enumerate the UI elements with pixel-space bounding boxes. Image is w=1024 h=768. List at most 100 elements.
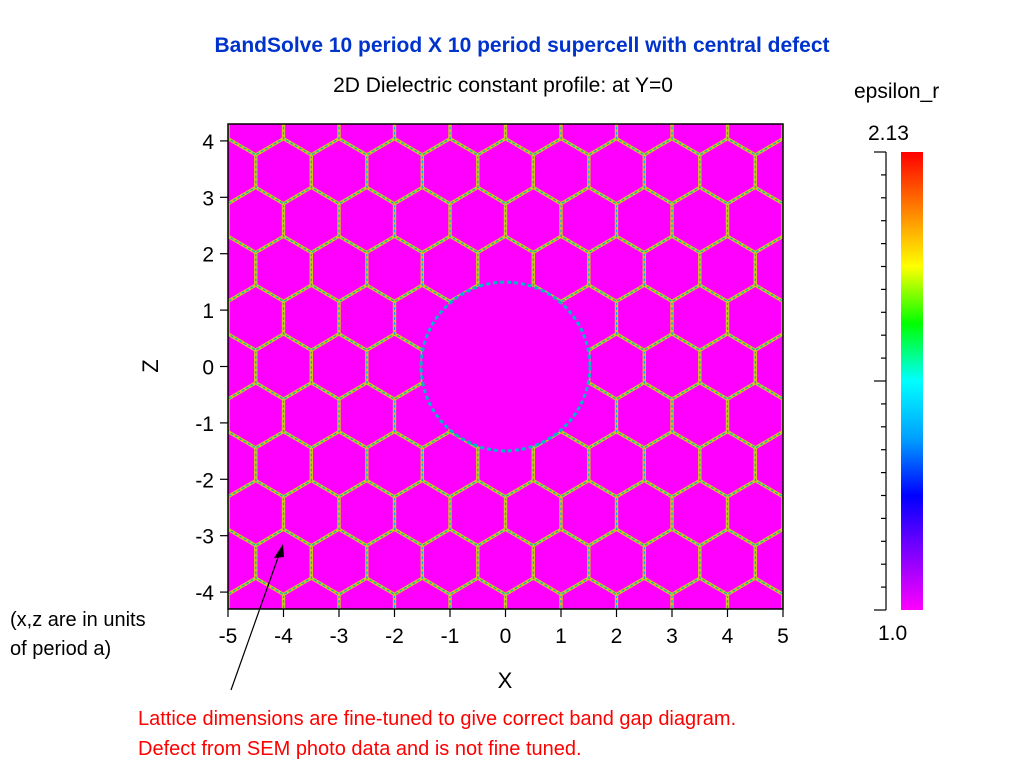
lattice-cell <box>89 529 145 594</box>
lattice-cell <box>89 725 145 768</box>
lattice-cell <box>755 0 811 8</box>
lattice-cell-edge <box>561 0 617 57</box>
colorbar-min-label: 1.0 <box>878 622 907 645</box>
y-tick-label: -1 <box>195 413 214 436</box>
lattice-cell <box>783 0 839 57</box>
x-tick-label: 1 <box>555 625 567 648</box>
lattice-cell <box>589 41 645 106</box>
lattice-cell <box>450 0 506 57</box>
lattice-cell <box>506 0 562 57</box>
lattice-cell-edge <box>533 41 589 106</box>
lattice-cell <box>894 0 950 57</box>
lattice-cell <box>339 0 395 57</box>
lattice-cell-edge <box>506 0 562 57</box>
lattice-cell-edge <box>839 0 895 57</box>
lattice-cell-edge <box>228 202 229 238</box>
lattice-cell-edge <box>754 528 783 596</box>
lattice-cell-edge <box>284 0 340 57</box>
lattice-cell-edge <box>644 41 700 106</box>
y-tick-label: -4 <box>195 582 214 605</box>
lattice-cell-edge <box>117 383 173 448</box>
lattice-cell-edge <box>894 0 950 57</box>
lattice-note: Lattice dimensions are fine-tuned to giv… <box>138 704 736 764</box>
lattice-cell <box>228 124 230 141</box>
lattice-cell-edge <box>422 41 478 106</box>
lattice-cell <box>811 725 867 768</box>
lattice-cell-edge <box>617 0 673 57</box>
lattice-cell-edge <box>783 0 839 57</box>
lattice-cell <box>478 0 534 8</box>
lattice-cell <box>755 725 811 768</box>
lattice-cell-edge <box>117 0 173 57</box>
lattice-cell <box>256 0 311 8</box>
y-tick-label: 4 <box>202 131 214 154</box>
units-note-line2: of period a) <box>10 638 112 660</box>
lattice-cell <box>894 676 950 741</box>
lattice-cell-edge <box>811 529 867 594</box>
lattice-cell <box>781 494 783 532</box>
lattice-cell-edge <box>89 432 145 497</box>
lattice-cell <box>589 0 645 8</box>
lattice-note-line1: Lattice dimensions are fine-tuned to giv… <box>138 708 737 730</box>
lattice-cell-edge <box>478 41 534 106</box>
colorbar-label: epsilon_r <box>854 80 940 103</box>
lattice-cell <box>783 676 839 741</box>
x-tick-label: -4 <box>274 625 293 648</box>
y-tick-label: -2 <box>195 469 214 492</box>
lattice-cell-edge <box>89 41 145 106</box>
lattice-cell <box>145 236 201 301</box>
lattice-cell-edge <box>145 41 201 106</box>
lattice-cell-edge <box>145 432 201 497</box>
lattice-cell <box>89 0 145 8</box>
lattice-cell <box>811 529 867 594</box>
lattice-cell-edge <box>754 235 783 303</box>
lattice-cell <box>781 124 783 141</box>
lattice-cell-edge <box>367 0 423 8</box>
lattice-cell <box>145 432 201 497</box>
lattice-cell <box>811 334 867 399</box>
lattice-cell-edge <box>728 0 784 57</box>
lattice-cell <box>811 236 867 301</box>
central-defect <box>419 280 592 453</box>
lattice-cell-edge <box>839 676 895 741</box>
lattice-cell-edge <box>145 139 201 204</box>
lattice-cell <box>367 41 423 106</box>
lattice-cell-edge <box>700 0 756 8</box>
colorbar-gradient <box>901 152 923 610</box>
lattice-cell-edge <box>395 0 451 57</box>
lattice-cell-edge <box>145 529 201 594</box>
lattice-cell <box>117 285 173 350</box>
lattice-cell-edge <box>755 41 811 106</box>
lattice-cell <box>811 627 867 692</box>
lattice-cell <box>617 0 673 57</box>
lattice-cell-edge <box>782 398 783 433</box>
lattice-cell <box>145 0 201 8</box>
lattice-cell-edge <box>339 0 395 57</box>
lattice-cell-edge <box>755 0 811 8</box>
x-tick-label: 4 <box>722 625 734 648</box>
lattice-cell-edge <box>311 0 367 8</box>
lattice-cell <box>781 592 783 609</box>
lattice-cell <box>89 41 145 106</box>
lattice-cell-edge <box>89 529 145 594</box>
x-tick-label: 5 <box>777 625 789 648</box>
lattice-cell-edge <box>450 0 506 57</box>
lattice-cell-edge <box>782 124 783 140</box>
lattice-cell-edge <box>367 41 423 106</box>
lattice-cell <box>200 41 256 106</box>
lattice-cell <box>728 0 784 57</box>
lattice-cell-edge <box>145 236 201 301</box>
y-tick-label: -3 <box>195 526 214 549</box>
lattice-cell-edge <box>228 300 229 335</box>
lattice-cell <box>117 90 173 155</box>
lattice-cell <box>781 299 783 336</box>
pointer-arrow <box>230 551 281 691</box>
lattice-cell <box>533 0 589 8</box>
lattice-cell <box>866 41 922 106</box>
plot-title: 2D Dielectric constant profile: at Y=0 <box>333 74 673 97</box>
lattice-cell-edge <box>256 0 311 8</box>
lattice-cell <box>117 481 173 546</box>
lattice-cell <box>644 41 700 106</box>
lattice-cell-edge <box>89 334 145 399</box>
